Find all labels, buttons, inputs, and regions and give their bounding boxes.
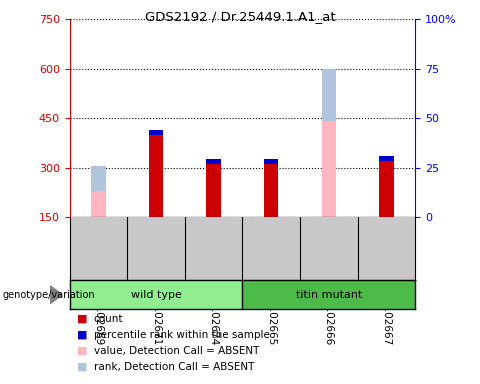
Text: titin mutant: titin mutant (296, 290, 362, 300)
Text: ■: ■ (77, 330, 87, 340)
Polygon shape (50, 286, 62, 303)
Bar (264, 164, 278, 217)
Text: rank, Detection Call = ABSENT: rank, Detection Call = ABSENT (94, 362, 254, 372)
Bar (70, 280, 242, 309)
Bar (149, 130, 163, 134)
Bar (242, 280, 415, 309)
Bar (264, 159, 278, 164)
Text: ■: ■ (77, 314, 87, 324)
Bar (322, 69, 336, 217)
Text: value, Detection Call = ABSENT: value, Detection Call = ABSENT (94, 346, 259, 356)
Bar (379, 161, 394, 217)
Text: ■: ■ (77, 362, 87, 372)
Text: ■: ■ (77, 346, 87, 356)
Bar (379, 156, 394, 161)
Text: wild type: wild type (131, 290, 181, 300)
Text: genotype/variation: genotype/variation (2, 290, 95, 300)
Bar (91, 166, 106, 190)
Bar (206, 164, 221, 217)
Bar (322, 69, 336, 121)
Bar (91, 190, 106, 217)
Text: percentile rank within the sample: percentile rank within the sample (94, 330, 269, 340)
Text: GDS2192 / Dr.25449.1.A1_at: GDS2192 / Dr.25449.1.A1_at (144, 10, 336, 23)
Text: count: count (94, 314, 123, 324)
Bar (206, 159, 221, 164)
Bar (149, 134, 163, 217)
